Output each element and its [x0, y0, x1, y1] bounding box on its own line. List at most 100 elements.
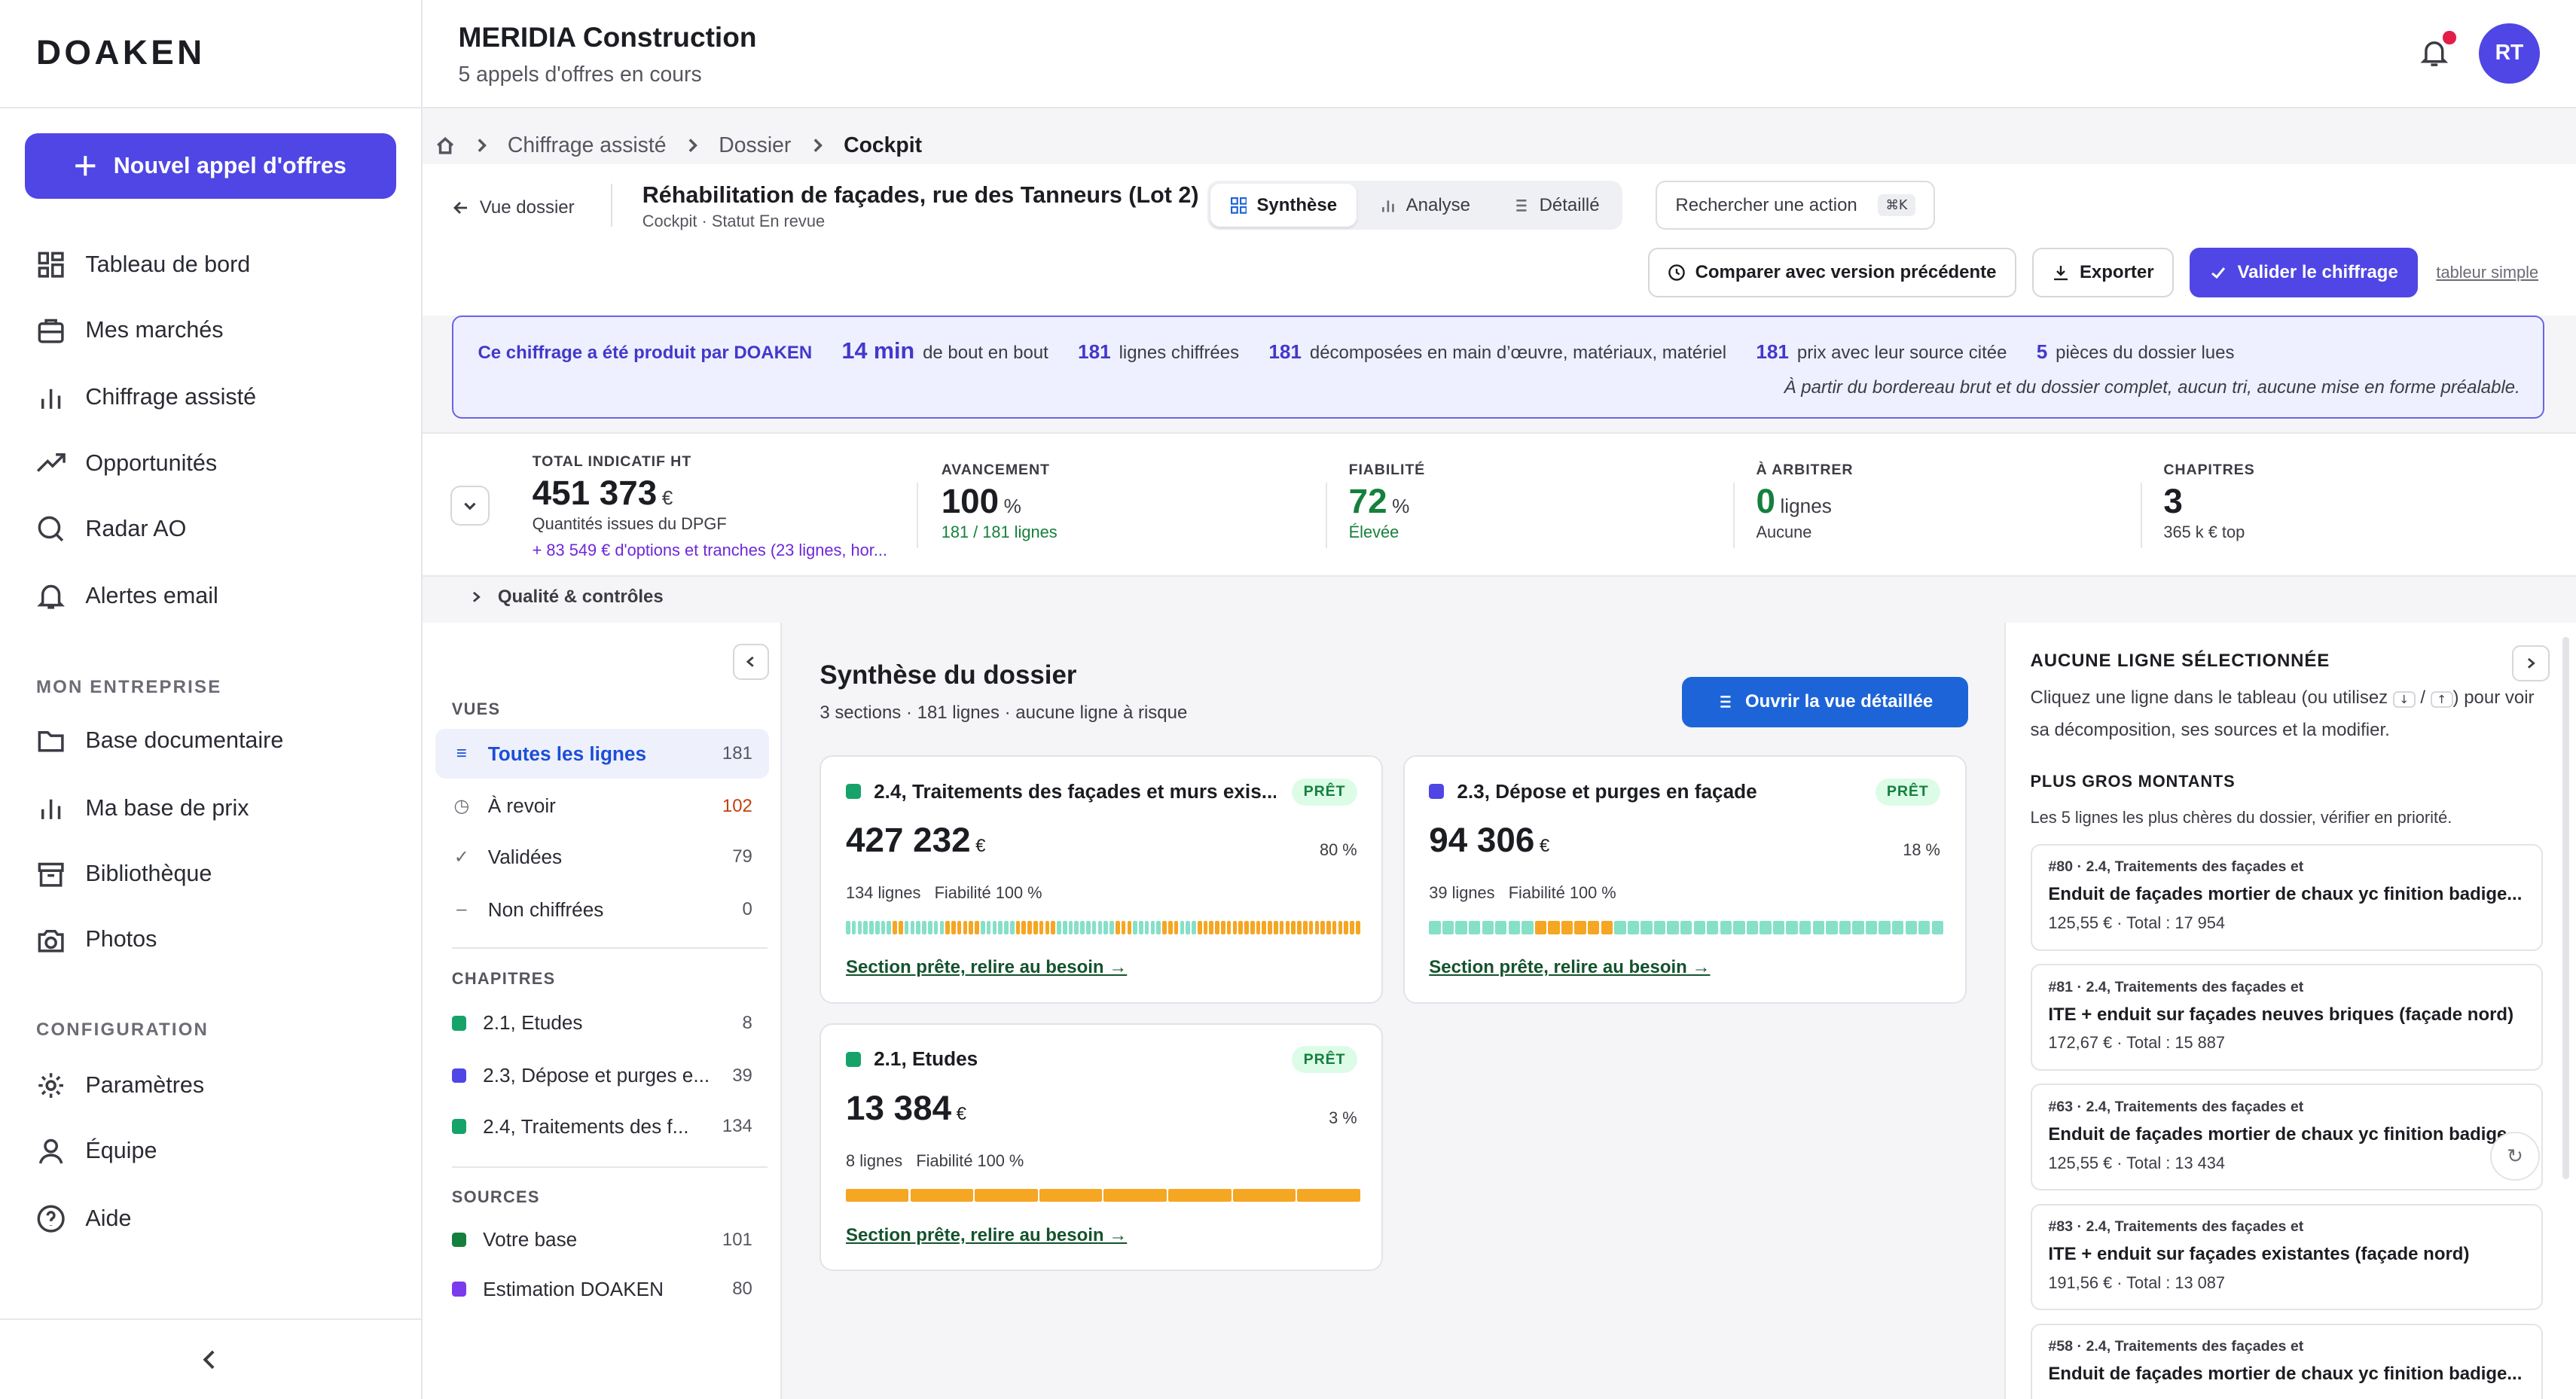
- breadcrumb-item[interactable]: Dossier: [719, 133, 792, 157]
- org-name: MERIDIA Construction: [458, 21, 757, 53]
- banner-note: À partir du bordereau brut et du dossier…: [1784, 377, 2520, 398]
- bar-segment: [1256, 921, 1261, 934]
- bar-segment: [1156, 921, 1161, 934]
- nav-opportunities[interactable]: Opportunités: [36, 442, 217, 485]
- bar-segment: [1004, 921, 1009, 934]
- top-line-card[interactable]: #80 · 2.4, Traitements des façades et En…: [2030, 844, 2543, 951]
- section-review-link[interactable]: Section prête, relire au besoin →: [846, 1224, 1128, 1245]
- list-icon: ≡: [456, 743, 467, 764]
- bar-segment: [1720, 921, 1732, 934]
- chevron-right-icon: [472, 591, 481, 602]
- bar-segment: [1103, 1188, 1167, 1202]
- nav-documents[interactable]: Base documentaire: [36, 719, 283, 762]
- validate-pricing-button[interactable]: Valider le chiffrage: [2190, 248, 2418, 297]
- bar-segment: [1091, 921, 1097, 934]
- nav-radar[interactable]: Radar AO: [36, 507, 186, 550]
- view-unpriced[interactable]: – Non chiffrées 0: [435, 885, 769, 934]
- description-text: pour voir sa décomposition, ses sources …: [2030, 687, 2535, 740]
- nav-email-alerts[interactable]: Alertes email: [36, 575, 218, 617]
- nav-team[interactable]: Équipe: [36, 1130, 157, 1173]
- source-label: Votre base: [483, 1228, 578, 1251]
- chevron-left-icon[interactable]: [194, 1343, 227, 1376]
- nav-label: Équipe: [85, 1138, 157, 1164]
- tab-detaille[interactable]: Détaillé: [1494, 184, 1619, 227]
- source-item[interactable]: Votre base 101: [435, 1215, 769, 1264]
- bar-segment: [1238, 921, 1243, 934]
- back-to-dossier-link[interactable]: Vue dossier: [452, 197, 575, 218]
- kpi-unit: %: [1392, 495, 1410, 518]
- top-line-card[interactable]: #63 · 2.4, Traitements des façades et En…: [2030, 1084, 2543, 1191]
- bar-segment: [1852, 921, 1864, 934]
- section-review-link[interactable]: Section prête, relire au besoin →: [1429, 957, 1711, 978]
- tab-analyse[interactable]: Analyse: [1360, 184, 1491, 227]
- notifications-bell-icon[interactable]: [2418, 36, 2451, 69]
- kpi-value: 100: [941, 482, 1000, 521]
- bar-segment: [1812, 921, 1824, 934]
- tab-synthese[interactable]: Synthèse: [1210, 184, 1357, 227]
- top-line-card[interactable]: #81 · 2.4, Traitements des façades et IT…: [2030, 964, 2543, 1071]
- action-search-input[interactable]: Rechercher une action ⌘K: [1656, 180, 1936, 230]
- chevron-down-icon: [464, 502, 476, 510]
- top-line-card[interactable]: #58 · 2.4, Traitements des façades et En…: [2030, 1323, 2543, 1399]
- kpi-label: À ARBITRER: [1756, 461, 1854, 478]
- kpi-total: TOTAL INDICATIF HT 451 373 € Quantités is…: [533, 453, 887, 560]
- bar-segment: [1561, 921, 1573, 934]
- banner-text: lignes chiffrées: [1119, 343, 1240, 364]
- bar-segment: [957, 921, 962, 934]
- source-item[interactable]: Estimation DOAKEN 80: [435, 1264, 769, 1313]
- avatar[interactable]: RT: [2479, 23, 2540, 84]
- section-card[interactable]: 2.3, Dépose et purges en façade PRÊT 94 …: [1402, 755, 1967, 1004]
- kpi-unit: lignes: [1780, 495, 1832, 518]
- nav-photos[interactable]: Photos: [36, 918, 157, 961]
- section-card[interactable]: 2.1, Etudes PRÊT 13 384 € 3 % 8 lignes Fi…: [819, 1023, 1384, 1272]
- kpi-expand-toggle[interactable]: [450, 486, 490, 526]
- new-tender-button[interactable]: Nouvel appel d'offres: [24, 133, 396, 199]
- refresh-icon[interactable]: ↻: [2490, 1131, 2540, 1181]
- section-review-link[interactable]: Section prête, relire au besoin →: [846, 957, 1128, 978]
- section-card[interactable]: 2.4, Traitements des façades et murs exi…: [819, 755, 1384, 1004]
- nav-assisted-pricing[interactable]: Chiffrage assisté: [36, 376, 256, 419]
- export-button[interactable]: Exporter: [2031, 248, 2174, 297]
- options-link[interactable]: + 83 549 € d'options et tranches (23 lig…: [532, 541, 887, 560]
- nav-library[interactable]: Bibliothèque: [36, 852, 212, 895]
- simple-spreadsheet-link[interactable]: tableur simple: [2436, 262, 2539, 282]
- view-to-review[interactable]: ◷ À revoir 102: [435, 782, 769, 831]
- kpi-value: 451 373: [532, 474, 658, 513]
- open-detailed-view-button[interactable]: Ouvrir la vue détaillée: [1682, 676, 1968, 728]
- top-line-card[interactable]: #83 · 2.4, Traitements des façades et IT…: [2030, 1203, 2543, 1311]
- view-all-lines[interactable]: ≡ Toutes les lignes 181: [435, 729, 769, 779]
- app-logo[interactable]: DOAKEN: [35, 32, 206, 72]
- bar-segment: [1905, 921, 1917, 934]
- top-amounts-title: PLUS GROS MONTANTS: [2030, 772, 2236, 791]
- bar-segment: [1442, 921, 1454, 934]
- nav-settings[interactable]: Paramètres: [36, 1064, 204, 1107]
- quality-controls-toggle[interactable]: Qualité & contrôles: [469, 587, 664, 608]
- bar-segment: [1115, 921, 1120, 934]
- history-icon: [1668, 264, 1685, 281]
- view-validated[interactable]: ✓ Validées 79: [435, 833, 769, 882]
- nav-price-base[interactable]: Ma base de prix: [36, 787, 249, 830]
- main-title: Synthèse du dossier: [819, 660, 1077, 690]
- chapter-item[interactable]: 2.4, Traitements des f... 134: [435, 1102, 769, 1151]
- compare-version-button[interactable]: Comparer avec version précédente: [1647, 248, 2016, 297]
- nav-dashboard[interactable]: Tableau de bord: [36, 243, 250, 286]
- nav-markets[interactable]: Mes marchés: [36, 309, 224, 352]
- search-icon: [38, 516, 64, 541]
- nav-help[interactable]: Aide: [36, 1197, 131, 1240]
- breadcrumb-item[interactable]: Chiffrage assisté: [507, 133, 667, 157]
- list-icon: [1720, 696, 1731, 709]
- scrollbar[interactable]: [2562, 637, 2570, 1179]
- home-icon[interactable]: [435, 136, 455, 155]
- chapter-item[interactable]: 2.3, Dépose et purges e... 39: [435, 1051, 769, 1100]
- arrow-down-key: ↓: [2392, 691, 2416, 709]
- clock-icon: ◷: [453, 796, 470, 817]
- bar-segment: [1226, 921, 1232, 934]
- bar-segment: [863, 921, 868, 934]
- line-ref: #58 · 2.4, Traitements des façades et: [2048, 1338, 2304, 1355]
- chapter-item[interactable]: 2.1, Etudes 8: [435, 998, 769, 1047]
- view-count: 0: [742, 899, 752, 920]
- collapse-right-panel-button[interactable]: [2511, 645, 2550, 682]
- nav-label: Opportunités: [85, 450, 218, 476]
- collapse-panel-button[interactable]: [732, 643, 769, 680]
- bar-chart-icon: [41, 800, 61, 820]
